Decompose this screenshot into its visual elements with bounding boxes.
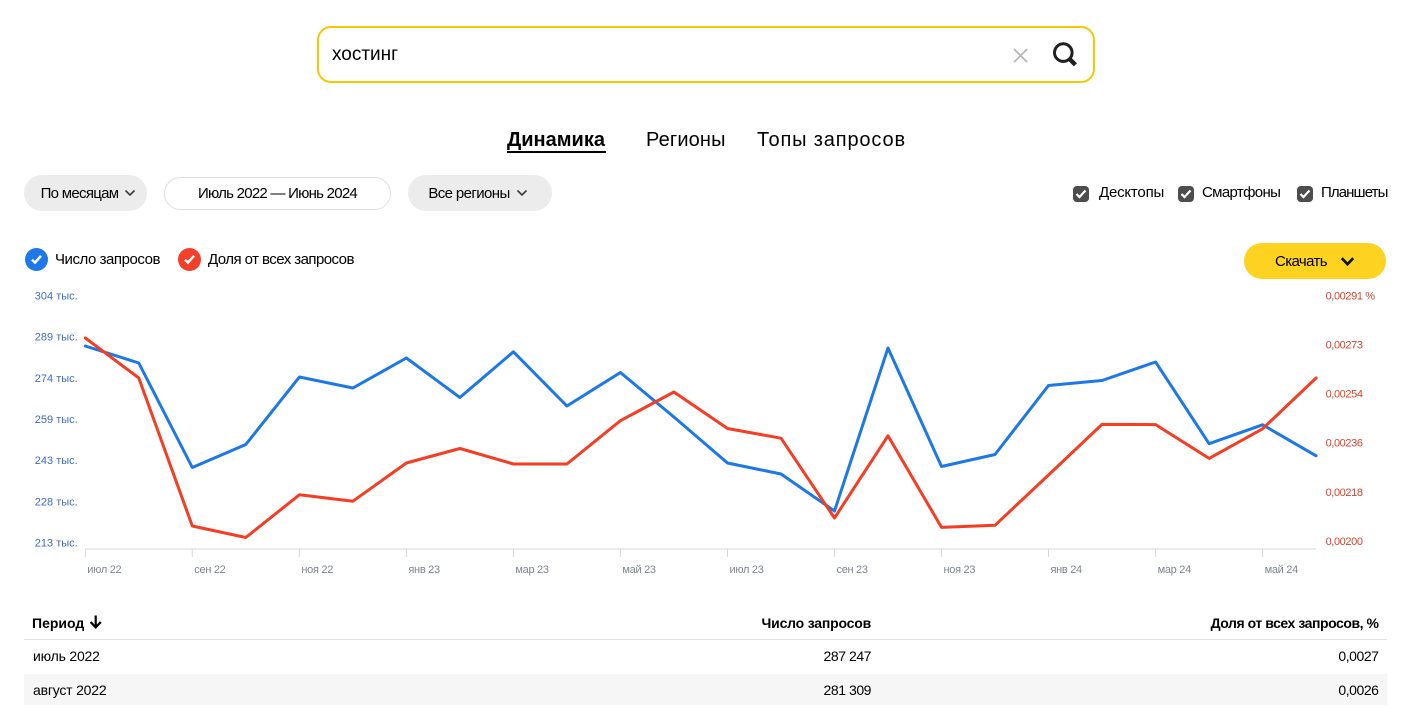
- svg-text:213 тыс.: 213 тыс.: [35, 538, 78, 550]
- svg-text:ноя 23: ноя 23: [944, 564, 976, 576]
- svg-text:259 тыс.: 259 тыс.: [35, 414, 78, 426]
- svg-text:янв 23: янв 23: [408, 564, 440, 576]
- svg-text:0,00200: 0,00200: [1326, 536, 1363, 548]
- svg-text:янв 24: янв 24: [1051, 564, 1083, 576]
- svg-text:мар 24: мар 24: [1158, 564, 1191, 576]
- svg-text:274 тыс.: 274 тыс.: [35, 373, 78, 385]
- svg-text:май 24: май 24: [1265, 564, 1298, 576]
- svg-text:0,00254: 0,00254: [1326, 389, 1363, 401]
- svg-text:304 тыс.: 304 тыс.: [35, 291, 78, 303]
- svg-text:мар 23: мар 23: [515, 564, 548, 576]
- svg-text:243 тыс.: 243 тыс.: [35, 455, 78, 467]
- svg-text:0,00236: 0,00236: [1326, 438, 1363, 450]
- svg-text:0,00218: 0,00218: [1326, 487, 1363, 499]
- svg-text:0,00291 %: 0,00291 %: [1326, 290, 1376, 302]
- svg-text:228 тыс.: 228 тыс.: [35, 496, 78, 508]
- svg-text:сен 23: сен 23: [837, 564, 868, 576]
- svg-text:июл 22: июл 22: [87, 564, 121, 576]
- svg-text:ноя 22: ноя 22: [301, 564, 333, 576]
- svg-text:289 тыс.: 289 тыс.: [35, 332, 78, 344]
- svg-text:май 23: май 23: [622, 564, 655, 576]
- svg-text:июл 23: июл 23: [730, 564, 764, 576]
- svg-text:сен 22: сен 22: [194, 564, 225, 576]
- svg-text:0,00273: 0,00273: [1326, 340, 1363, 352]
